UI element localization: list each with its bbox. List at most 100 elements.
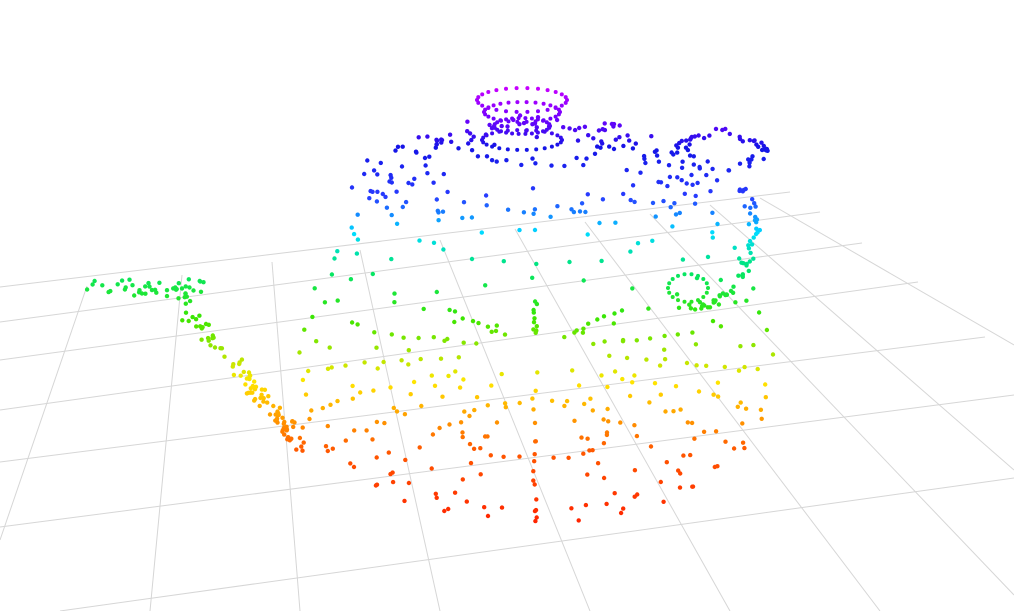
- cloud-point: [364, 428, 369, 433]
- cloud-point: [533, 330, 538, 335]
- cloud-point: [574, 155, 579, 161]
- cloud-point: [154, 290, 159, 295]
- cloud-point: [406, 348, 411, 353]
- cloud-point: [770, 352, 776, 357]
- cloud-point: [176, 296, 181, 301]
- grid-line: [0, 242, 863, 361]
- cloud-point: [585, 232, 590, 237]
- cloud-point: [90, 282, 95, 287]
- cloud-point: [362, 171, 367, 177]
- cloud-point: [350, 396, 355, 401]
- cloud-point: [502, 401, 508, 406]
- cloud-point: [559, 103, 564, 108]
- cloud-point: [536, 109, 540, 114]
- cloud-point: [564, 398, 570, 404]
- cloud-point: [399, 164, 405, 169]
- cloud-point: [661, 499, 666, 504]
- cloud-point: [501, 454, 506, 459]
- cloud-point: [532, 459, 537, 464]
- cloud-point: [606, 419, 611, 424]
- cloud-point: [456, 146, 461, 151]
- cloud-point: [119, 278, 125, 283]
- cloud-point: [628, 197, 633, 203]
- cloud-point: [684, 360, 690, 366]
- cloud-point: [632, 199, 637, 205]
- cloud-point: [548, 116, 553, 121]
- cloud-point: [679, 178, 684, 183]
- cloud-point: [521, 210, 527, 215]
- cloud-point: [474, 395, 480, 400]
- cloud-point: [164, 293, 170, 299]
- cloud-point: [718, 277, 723, 283]
- cloud-point: [684, 138, 689, 143]
- cloud-point: [600, 127, 605, 132]
- cloud-point: [231, 372, 237, 378]
- cloud-point: [742, 204, 747, 209]
- cloud-point: [381, 359, 386, 365]
- cloud-point: [697, 164, 702, 170]
- cloud-point: [358, 390, 363, 395]
- cloud-point: [624, 167, 629, 173]
- cloud-point: [494, 420, 500, 425]
- cloud-point: [643, 160, 648, 166]
- cloud-point: [562, 163, 567, 169]
- cloud-point: [715, 380, 721, 385]
- cloud-point: [609, 121, 615, 127]
- cloud-point: [350, 383, 355, 389]
- cloud-point: [601, 441, 607, 446]
- cloud-point: [312, 286, 317, 291]
- cloud-point: [408, 392, 413, 397]
- cloud-point: [187, 298, 193, 304]
- cloud-point: [618, 420, 623, 425]
- cloud-point: [469, 137, 474, 143]
- cloud-point: [243, 382, 248, 387]
- cloud-point: [441, 247, 446, 252]
- cloud-point: [468, 460, 474, 466]
- cloud-point: [100, 283, 105, 288]
- cloud-point: [203, 321, 209, 327]
- cloud-point: [755, 366, 760, 372]
- cloud-point: [504, 109, 508, 114]
- cloud-point: [711, 392, 716, 397]
- cloud-point: [266, 394, 271, 399]
- cloud-point: [389, 332, 394, 337]
- cloud-point: [476, 320, 481, 326]
- cloud-point: [186, 318, 191, 324]
- cloud-point: [746, 268, 751, 274]
- cloud-point: [691, 162, 696, 167]
- cloud-point: [731, 446, 737, 451]
- cloud-point: [252, 398, 257, 403]
- cloud-point: [482, 505, 487, 510]
- cloud-point: [562, 334, 567, 340]
- cloud-point: [746, 222, 752, 227]
- cloud-point: [434, 289, 439, 295]
- cloud-point: [581, 451, 586, 456]
- cloud-point: [671, 152, 676, 157]
- cloud-point: [389, 256, 394, 262]
- cloud-point: [320, 405, 325, 411]
- cloud-point: [403, 457, 408, 463]
- cloud-point: [267, 412, 273, 417]
- cloud-point: [460, 477, 465, 482]
- cloud-point: [394, 221, 400, 226]
- cloud-point: [567, 126, 572, 131]
- cloud-point: [670, 295, 675, 299]
- cloud-point: [613, 137, 618, 142]
- cloud-point: [641, 153, 647, 159]
- cloud-point: [612, 311, 617, 316]
- cloud-point: [183, 284, 188, 289]
- cloud-point: [677, 210, 682, 216]
- cloud-point: [585, 472, 590, 477]
- cloud-point: [241, 369, 246, 375]
- cloud-point: [258, 395, 263, 401]
- cloud-point: [497, 129, 502, 134]
- cloud-point: [484, 154, 490, 159]
- cloud-point: [699, 306, 704, 311]
- cloud-point: [676, 298, 680, 303]
- cloud-point: [676, 305, 682, 310]
- grid-line: [0, 191, 791, 288]
- cloud-point: [198, 289, 204, 294]
- cloud-point: [756, 144, 761, 149]
